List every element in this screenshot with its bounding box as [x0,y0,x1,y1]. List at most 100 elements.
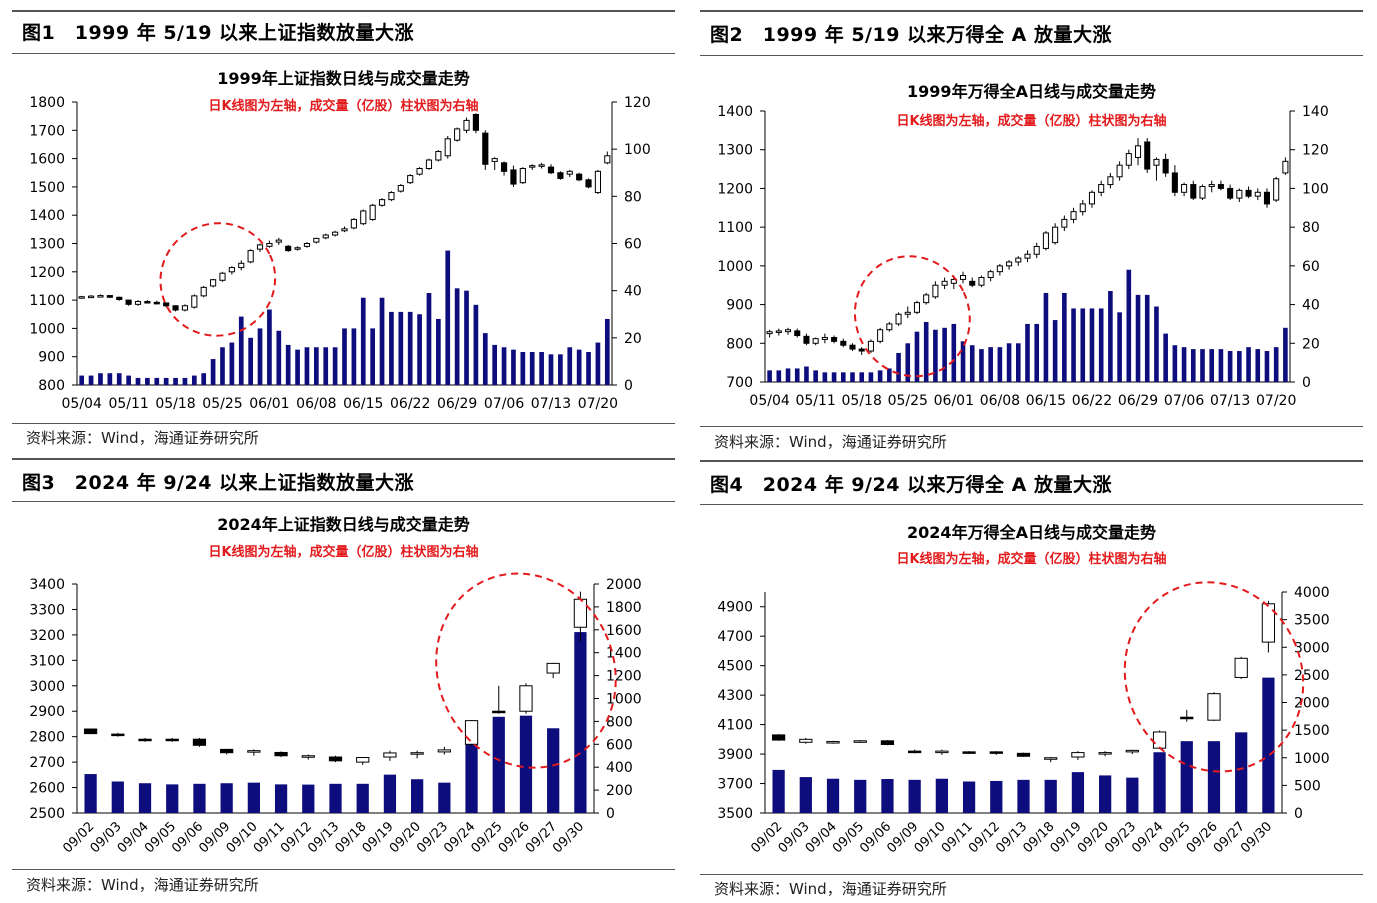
volume-bar [520,351,526,385]
left-tick-label: 1000 [717,259,753,275]
candlestick [1016,752,1031,757]
volume-bar [398,311,404,385]
candlestick [913,302,921,313]
highlight-ellipse [159,222,277,337]
x-tick-label: 06/22 [1072,393,1112,409]
left-tick-label: 4300 [717,688,753,704]
candlestick [285,245,292,252]
right-tick-label: 400 [606,760,633,776]
candlestick [1152,731,1167,749]
right-tick-label: 80 [1302,220,1320,236]
volume-bar [1108,291,1113,382]
x-tick-label: 06/01 [934,393,974,409]
volume-bar [257,328,263,385]
highlight-ellipse [853,255,971,378]
right-tick-label: 140 [1302,104,1329,120]
x-tick-label: 05/18 [842,393,882,409]
volume-bar [1273,347,1279,382]
candlestick [510,169,517,185]
candlestick [826,741,840,744]
volume-bar [785,368,791,382]
candlestick [794,330,801,337]
candlestick [538,164,545,167]
candlestick [1024,253,1031,259]
candlestick [144,301,151,304]
volume-bar [411,779,424,813]
candlestick [573,598,588,628]
candlestick [867,340,874,352]
right-tick-label: 1000 [606,692,642,708]
volume-bar [804,366,809,382]
candlestick [1079,203,1086,213]
right-tick-label: 0 [1294,806,1303,822]
candlestick [383,752,397,758]
candlestick [256,244,264,250]
candlestick [388,192,395,201]
left-tick-label: 3400 [29,577,65,593]
volume-bar [1200,349,1205,382]
volume-bar [567,347,573,385]
volume-bar [285,344,291,385]
source-rule [12,869,675,870]
volume-bar [304,347,310,385]
volume-bar [868,372,874,382]
chart-title: 2024年上证指数日线与成交量走势 [217,515,470,534]
volume-bar [193,783,206,813]
left-tick-label: 1400 [29,208,65,224]
volume-bar [342,328,347,385]
left-tick-label: 2900 [29,704,65,720]
candlestick [604,155,611,164]
volume-bar [465,729,478,813]
volume-bar [323,347,329,385]
figure-title: 图3 2024 年 9/24 以来上证指数放量大涨 [22,472,415,494]
candlestick [181,305,189,311]
candlestick [1171,172,1178,193]
volume-bar [962,781,976,813]
candlestick [301,755,315,758]
candlestick [294,247,301,250]
x-tick-label: 05/11 [795,393,835,409]
figure-panel-3: 图3 2024 年 9/24 以来上证指数放量大涨 2024年上证指数日线与成交… [12,456,675,903]
volume-bar [1071,772,1085,813]
candlestick [472,113,479,131]
volume-bar [1044,779,1057,813]
left-tick-label: 3700 [717,777,753,793]
volume-bar [360,297,366,385]
volume-bar [960,341,966,382]
chart-title: 2024年万得全A日线与成交量走势 [907,523,1156,542]
candlestick [492,710,506,714]
volume-bar [267,309,272,385]
right-tick-label: 800 [606,714,633,730]
candlestick [959,275,967,280]
candlestick [1254,191,1261,197]
candlestick [1033,246,1040,255]
candlestick [360,210,367,225]
candlestick [1015,257,1022,263]
candlestick [1042,232,1049,249]
chart-subtitle: 日K线图为左轴，成交量（亿股）柱状图为右轴 [208,545,479,560]
candlestick [138,738,152,742]
volume-bar [332,347,338,385]
candlestick [529,165,536,168]
volume-bar [417,314,422,385]
top-rule [12,458,675,460]
right-tick-label: 0 [1302,375,1311,391]
candlestick [1236,189,1243,199]
volume-bar [923,321,929,382]
left-tick-label: 700 [726,375,753,391]
chart-subtitle: 日K线图为左轴，成交量（亿股）柱状图为右轴 [896,552,1167,567]
right-tick-label: 1600 [606,623,642,639]
candlestick [978,276,985,286]
volume-bar [1218,349,1224,382]
volume-bar [126,375,131,385]
candlestick [116,296,123,301]
volume-bar [351,328,357,385]
candlestick [1273,178,1280,201]
left-tick-label: 800 [38,378,65,394]
volume-bar [1163,333,1168,382]
x-tick-label: 06/08 [296,396,336,412]
volume-bar [220,783,233,813]
figure-panel-1: 图1 1999 年 5/19 以来上证指数放量大涨 1999年上证指数日线与成交… [12,0,675,455]
left-tick-label: 4700 [717,629,753,645]
chart-subtitle: 日K线图为左轴，成交量（亿股）柱状图为右轴 [208,99,479,114]
